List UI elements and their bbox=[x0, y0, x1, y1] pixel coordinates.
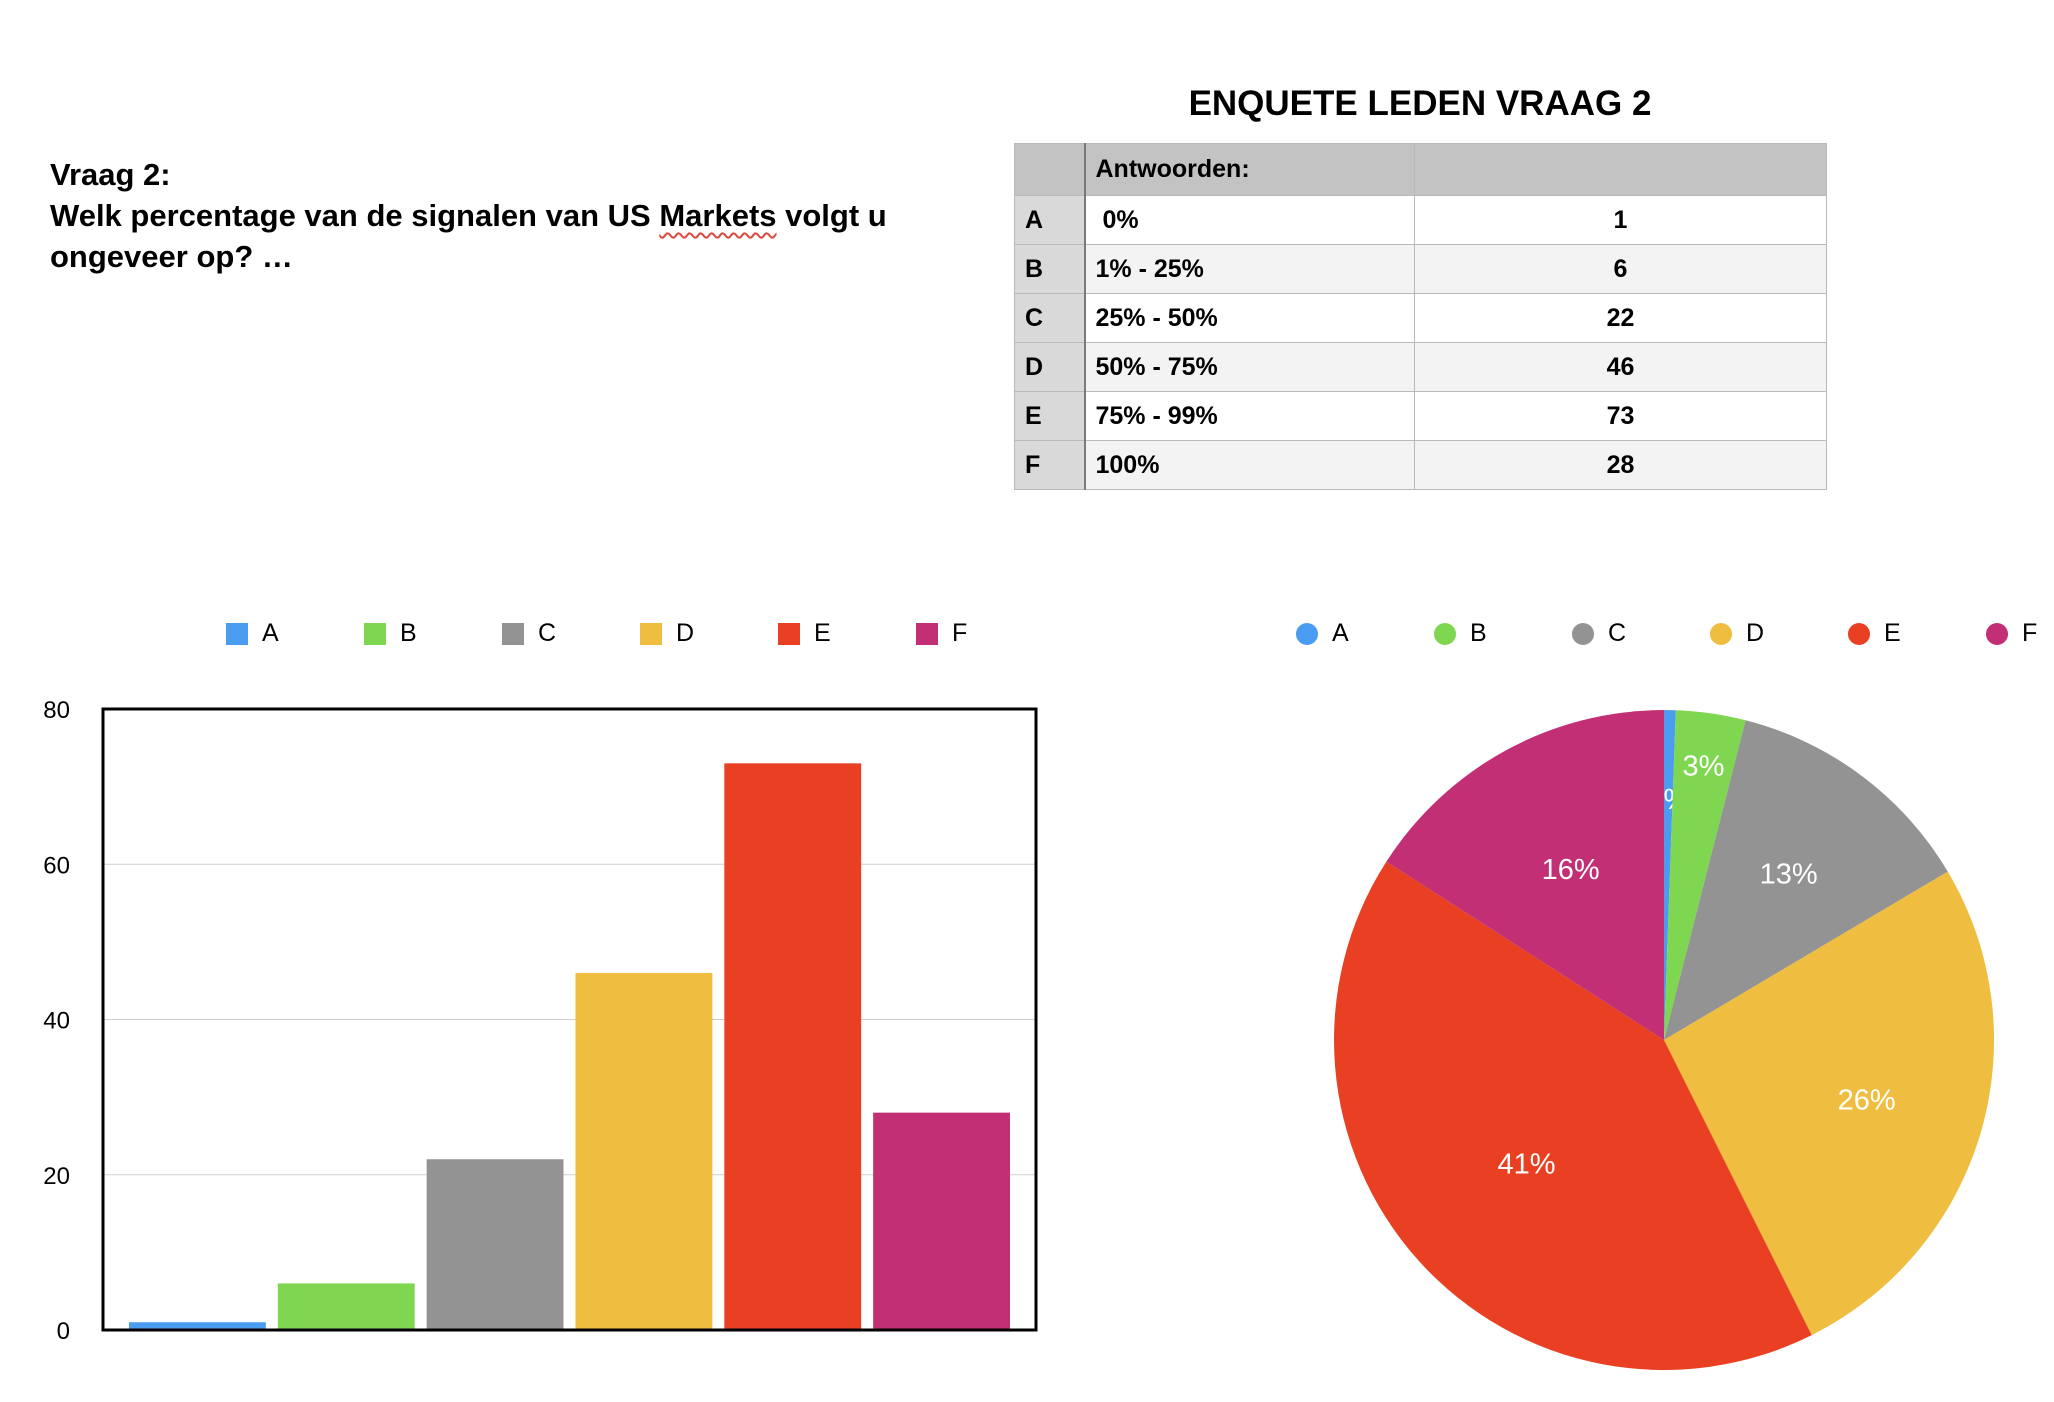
row-label: 1% - 25% bbox=[1084, 244, 1415, 294]
pie-slice-label: 1% bbox=[1647, 784, 1689, 816]
pie-slice-label: 26% bbox=[1838, 1085, 1896, 1117]
spellcheck-word: Markets bbox=[659, 198, 777, 233]
header-corner-cell bbox=[1014, 143, 1086, 196]
row-count: 73 bbox=[1414, 391, 1827, 441]
table-row: D 50% - 75% 46 bbox=[1014, 342, 1827, 392]
row-label: 25% - 50% bbox=[1084, 293, 1415, 343]
pie-slice-label: 41% bbox=[1497, 1148, 1555, 1180]
question-title: Vraag 2: bbox=[50, 157, 171, 192]
row-letter: D bbox=[1014, 342, 1086, 392]
row-letter: A bbox=[1014, 195, 1086, 245]
table-row: C 25% - 50% 22 bbox=[1014, 293, 1827, 343]
bar-B bbox=[277, 1283, 415, 1330]
table-row: E 75% - 99% 73 bbox=[1014, 391, 1827, 441]
pie-legend-swatch bbox=[1572, 623, 1594, 645]
pie-legend-label: A bbox=[1332, 619, 1349, 647]
pie-legend-label: D bbox=[1746, 619, 1765, 647]
pie-legend-swatch bbox=[1296, 623, 1318, 645]
bar-legend-label: A bbox=[262, 619, 279, 647]
bar-y-tick-label: 0 bbox=[57, 1318, 70, 1345]
pie-slice-E bbox=[1334, 861, 1812, 1370]
bar-legend-swatch bbox=[364, 623, 386, 645]
row-label: 50% - 75% bbox=[1084, 342, 1415, 392]
bar-D bbox=[575, 972, 713, 1330]
bar-C bbox=[426, 1159, 564, 1330]
pie-slice-F bbox=[1386, 710, 1664, 1040]
pie-legend-swatch bbox=[1710, 623, 1732, 645]
table-row: F 100% 28 bbox=[1014, 440, 1827, 490]
bar-legend-label: F bbox=[952, 619, 968, 647]
question-block: Vraag 2: Welk percentage van de signalen… bbox=[50, 154, 930, 277]
pie-slice-C bbox=[1664, 720, 1948, 1040]
pie-legend-swatch bbox=[1434, 623, 1456, 645]
row-label: 0% bbox=[1084, 195, 1415, 245]
bar-chart-legend: A B C D E F bbox=[0, 616, 1000, 650]
pie-slice-B bbox=[1664, 710, 1746, 1040]
table-header-row: Antwoorden: bbox=[1014, 143, 1827, 196]
row-letter: E bbox=[1014, 391, 1086, 441]
question-text: Welk percentage van de signalen van US M… bbox=[50, 195, 930, 277]
bar-legend-swatch bbox=[226, 623, 248, 645]
row-letter: F bbox=[1014, 440, 1086, 490]
row-count: 1 bbox=[1414, 195, 1827, 245]
bar-legend-label: D bbox=[676, 619, 695, 647]
bar-legend-label: C bbox=[538, 619, 557, 647]
bar-legend-swatch bbox=[502, 623, 524, 645]
bar-F bbox=[873, 1112, 1010, 1330]
row-count: 6 bbox=[1414, 244, 1827, 294]
row-count: 46 bbox=[1414, 342, 1827, 392]
table-title: ENQUETE LEDEN VRAAG 2 bbox=[1188, 84, 1652, 123]
bar-legend-label: B bbox=[400, 619, 417, 647]
bar-E bbox=[724, 763, 862, 1330]
pie-legend-swatch bbox=[1986, 623, 2008, 645]
row-label: 100% bbox=[1084, 440, 1415, 490]
pie-legend-label: B bbox=[1470, 619, 1487, 647]
row-label: 75% - 99% bbox=[1084, 391, 1415, 441]
header-answers-cell: Antwoorden: bbox=[1084, 143, 1415, 196]
answers-table: Antwoorden: A 0% 1 B 1% - 25% 6 C 25% - … bbox=[1014, 143, 1827, 490]
table-row: A 0% 1 bbox=[1014, 195, 1827, 245]
pie-legend-label: C bbox=[1608, 619, 1627, 647]
pie-legend-swatch bbox=[1848, 623, 1870, 645]
bar-y-tick-label: 80 bbox=[43, 697, 70, 724]
header-empty-cell bbox=[1414, 143, 1827, 196]
pie-slice-A bbox=[1664, 710, 1676, 1040]
question-text-end: volgt u ongeveer op? … bbox=[50, 198, 887, 274]
bar-plot-frame bbox=[101, 707, 1038, 1332]
pie-legend-label: E bbox=[1884, 619, 1901, 647]
bar-y-tick-label: 40 bbox=[43, 1008, 70, 1035]
pie-slice-D bbox=[1664, 871, 1994, 1336]
bar-legend-label: E bbox=[814, 619, 831, 647]
pie-slice-label: 13% bbox=[1760, 859, 1818, 891]
bar-y-tick-label: 20 bbox=[43, 1163, 70, 1190]
row-letter: C bbox=[1014, 293, 1086, 343]
pie-slice-label: 3% bbox=[1682, 751, 1724, 783]
row-count: 28 bbox=[1414, 440, 1827, 490]
row-letter: B bbox=[1014, 244, 1086, 294]
table-row: B 1% - 25% 6 bbox=[1014, 244, 1827, 294]
bar-y-tick-label: 60 bbox=[43, 852, 70, 879]
bar-A bbox=[129, 1322, 266, 1330]
bar-legend-swatch bbox=[778, 623, 800, 645]
bar-legend-swatch bbox=[916, 623, 938, 645]
row-count: 22 bbox=[1414, 293, 1827, 343]
pie-chart-legend: A B C D E F bbox=[1000, 616, 2054, 650]
pie-legend-label: F bbox=[2022, 619, 2038, 647]
question-text-start: Welk percentage van de signalen van US bbox=[50, 198, 660, 233]
bar-legend-swatch bbox=[640, 623, 662, 645]
pie-slice-label: 16% bbox=[1542, 854, 1600, 886]
